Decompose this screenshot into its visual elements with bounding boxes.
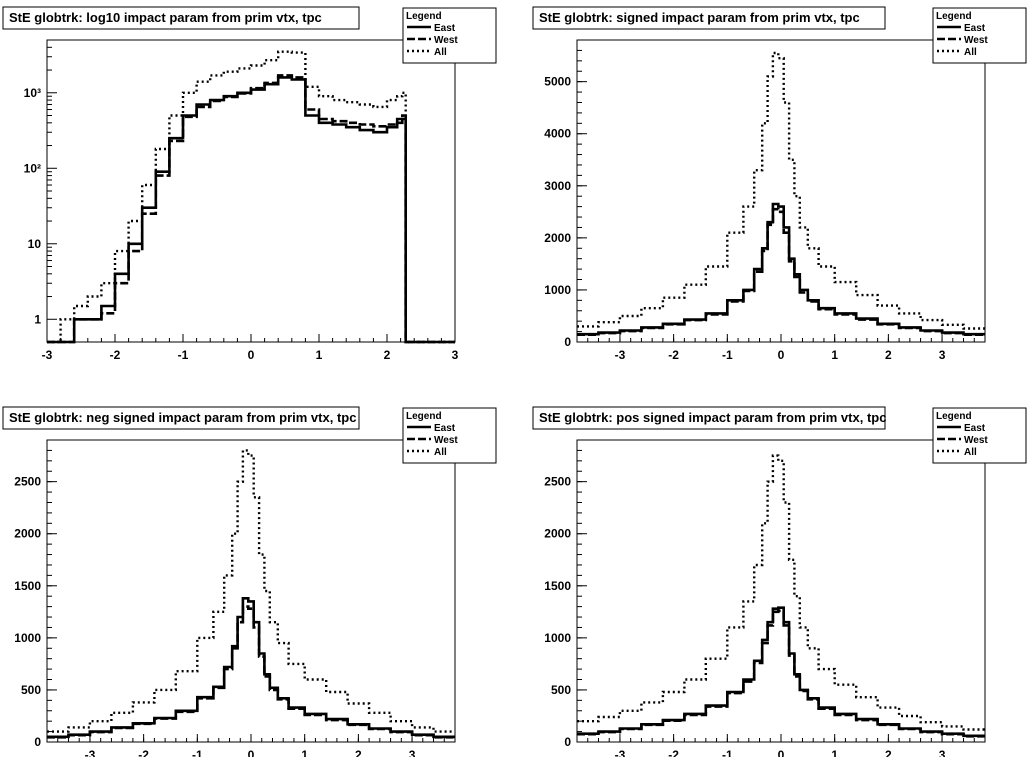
x-tick-label: -1 — [722, 748, 733, 757]
legend-title: Legend — [936, 11, 972, 22]
series-line-all — [47, 449, 455, 733]
legend-entry: East — [964, 423, 986, 434]
legend-box — [932, 7, 1027, 64]
x-tick-label: 1 — [831, 748, 838, 757]
series-line-west — [47, 74, 455, 344]
y-tick-label: 2500 — [544, 475, 571, 489]
y-tick-label: 4000 — [544, 127, 571, 141]
x-tick-label: -3 — [42, 348, 53, 362]
legend-entry: East — [434, 423, 456, 434]
x-tick-label: 1 — [831, 348, 838, 362]
x-tick-label: 1 — [316, 348, 323, 362]
series-line-all — [577, 454, 985, 731]
legend-entry: West — [964, 35, 988, 46]
x-tick-label: 3 — [452, 348, 459, 362]
x-tick-label: -2 — [668, 748, 679, 757]
x-tick-label: 2 — [885, 748, 892, 757]
x-tick-label: 3 — [939, 348, 946, 362]
y-tick-label: 2000 — [544, 231, 571, 245]
legend-entry: All — [434, 47, 447, 58]
series-line-west — [577, 609, 985, 738]
x-tick-label: 0 — [778, 748, 785, 757]
chart-title: StE globtrk: pos signed impact param fro… — [539, 410, 886, 425]
y-tick-label: 3000 — [544, 179, 571, 193]
chart-panel: -3 -2 -1 0 1 2 3 1 10 10² 10³ StE globtrk: log10 im… — [2, 6, 497, 362]
y-tick-label: 0 — [564, 735, 571, 749]
chart-panel: -3 -2 -1 0 1 2 3 0 1000 2000 3000 4000 5000 StE globt… — [532, 6, 1027, 362]
y-tick-label: 1500 — [14, 579, 41, 593]
chart-title: StE globtrk: log10 impact param from pri… — [9, 10, 322, 25]
y-tick-label: 0 — [34, 735, 41, 749]
x-tick-label: -1 — [192, 748, 203, 757]
x-tick-label: -3 — [615, 348, 626, 362]
x-tick-label: -3 — [85, 748, 96, 757]
y-tick-label: 10² — [24, 161, 41, 175]
legend-entry: All — [434, 447, 447, 458]
x-tick-label: 0 — [778, 348, 785, 362]
y-tick-label: 500 — [551, 683, 571, 697]
legend-box — [932, 407, 1027, 464]
legend-entry: West — [434, 435, 458, 446]
chart-title: StE globtrk: signed impact param from pr… — [539, 10, 860, 25]
chart-panel: -3 -2 -1 0 1 2 3 0 500 1000 1500 2000 2500 StE globtr… — [2, 406, 497, 757]
chart-title: StE globtrk: neg signed impact param fro… — [9, 410, 356, 425]
chart-title-box — [532, 6, 886, 30]
y-tick-label: 1 — [34, 312, 41, 326]
series-line-west — [47, 605, 455, 739]
y-tick-label: 10 — [28, 237, 42, 251]
legend-entry: All — [964, 447, 977, 458]
x-tick-label: -1 — [178, 348, 189, 362]
x-tick-label: 3 — [939, 748, 946, 757]
x-tick-label: 0 — [248, 748, 255, 757]
x-tick-label: 2 — [885, 348, 892, 362]
y-tick-label: 10³ — [24, 86, 41, 100]
legend-title: Legend — [406, 411, 442, 422]
x-tick-label: 2 — [355, 748, 362, 757]
legend-box — [402, 407, 497, 464]
plot-frame — [576, 439, 986, 743]
legend-title: Legend — [406, 11, 442, 22]
legend-entry: West — [434, 35, 458, 46]
chart-title-box — [2, 406, 360, 430]
x-tick-label: 2 — [384, 348, 391, 362]
y-tick-label: 2000 — [544, 527, 571, 541]
legend-entry: West — [964, 435, 988, 446]
y-tick-label: 1000 — [14, 631, 41, 645]
chart-title-box — [2, 6, 360, 30]
x-tick-label: -3 — [615, 748, 626, 757]
x-tick-label: -2 — [110, 348, 121, 362]
plot-frame — [576, 39, 986, 343]
x-tick-label: -2 — [138, 748, 149, 757]
series-line-all — [577, 51, 985, 330]
chart-panel: -3 -2 -1 0 1 2 3 0 500 1000 1500 2000 2500 StE globtr… — [532, 406, 1027, 757]
plot-frame — [46, 439, 456, 743]
y-tick-label: 1000 — [544, 283, 571, 297]
legend-entry: All — [964, 47, 977, 58]
series-line-west — [577, 207, 985, 336]
x-tick-label: 0 — [248, 348, 255, 362]
x-tick-label: -1 — [722, 348, 733, 362]
x-tick-label: -2 — [668, 348, 679, 362]
y-tick-label: 2500 — [14, 475, 41, 489]
legend-box — [402, 7, 497, 64]
y-tick-label: 1000 — [544, 631, 571, 645]
x-tick-label: 3 — [409, 748, 416, 757]
x-tick-label: 1 — [301, 748, 308, 757]
legend-entry: East — [434, 23, 456, 34]
y-tick-label: 500 — [21, 683, 41, 697]
y-tick-label: 1500 — [544, 579, 571, 593]
legend-title: Legend — [936, 411, 972, 422]
legend-entry: East — [964, 23, 986, 34]
y-tick-label: 5000 — [544, 75, 571, 89]
y-tick-label: 2000 — [14, 527, 41, 541]
plot-frame — [46, 39, 456, 343]
chart-title-box — [532, 406, 886, 430]
y-tick-label: 0 — [564, 335, 571, 349]
series-line-all — [47, 50, 455, 344]
